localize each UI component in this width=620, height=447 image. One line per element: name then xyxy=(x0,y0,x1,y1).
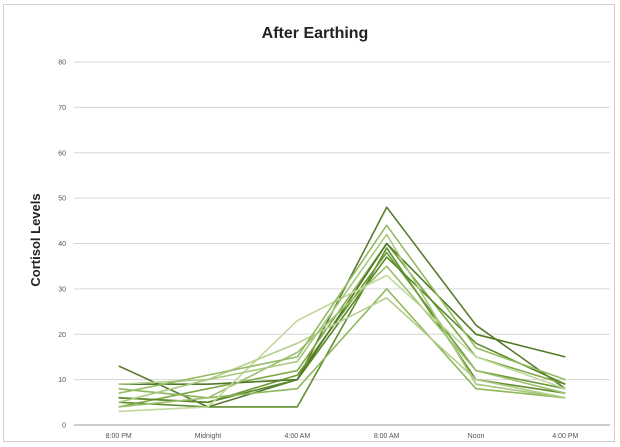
chart-title: After Earthing xyxy=(262,25,369,42)
y-axis-label: Cortisol Levels xyxy=(28,193,43,286)
y-tick-label: 10 xyxy=(58,377,66,384)
y-tick-label: 70 xyxy=(58,105,66,112)
x-tick-label: 4:00 AM xyxy=(284,433,310,440)
y-tick-label: 30 xyxy=(58,286,66,293)
y-tick-label: 60 xyxy=(58,150,66,157)
y-tick-label: 80 xyxy=(58,60,66,67)
y-tick-label: 20 xyxy=(58,332,66,339)
series-line-12 xyxy=(118,224,566,394)
y-tick-label: 40 xyxy=(58,241,66,248)
x-tick-labels: 8:00 PM Midnight 4:00 AM 8:00 AM Noon 4:00 PM xyxy=(106,433,579,440)
x-tick-label: Noon xyxy=(468,433,485,440)
x-tick-label: Midnight xyxy=(195,433,222,440)
series-line-10 xyxy=(118,297,566,399)
y-tick-label: 50 xyxy=(58,196,66,203)
line-chart: After Earthing Cortisol Levels 0 10 20 30 40… xyxy=(28,25,610,440)
y-tick-label: 0 xyxy=(62,423,66,430)
chart-frame: After Earthing Cortisol Levels 0 10 20 30 40… xyxy=(3,4,615,442)
series-line-11 xyxy=(118,233,566,404)
x-tick-label: 8:00 PM xyxy=(106,433,132,440)
series-line-7 xyxy=(118,288,566,399)
series-lines xyxy=(118,206,566,413)
y-tick-labels: 0 10 20 30 40 50 60 70 80 xyxy=(58,60,66,430)
series-line-8 xyxy=(118,265,566,408)
x-tick-label: 4:00 PM xyxy=(552,433,578,440)
series-line-2 xyxy=(118,247,566,408)
x-tick-label: 8:00 AM xyxy=(374,433,400,440)
grid-lines xyxy=(74,61,610,426)
series-line-5 xyxy=(118,256,566,404)
